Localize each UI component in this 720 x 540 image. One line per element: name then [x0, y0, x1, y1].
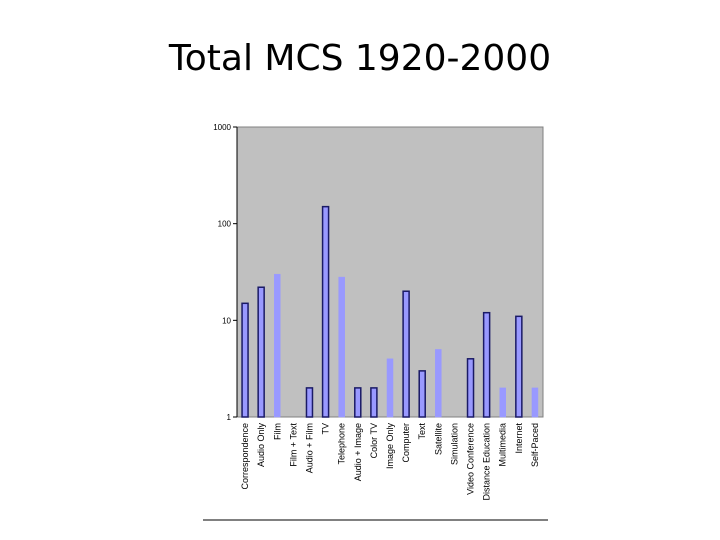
x-category-label: Satellite	[433, 423, 443, 455]
bar	[435, 349, 442, 418]
bar	[482, 311, 491, 418]
x-category-label: Video Conference	[466, 423, 476, 495]
bar	[499, 387, 506, 418]
x-category-label: Telephone	[337, 423, 347, 465]
bar	[305, 387, 314, 418]
x-category-label: Simulation	[449, 423, 459, 465]
x-category-label: Computer	[401, 423, 411, 463]
x-category-label: Film + Text	[288, 423, 298, 467]
x-category-label: Text	[417, 423, 427, 440]
y-tick-label: 10	[222, 316, 231, 325]
x-category-label: Color TV	[369, 423, 379, 458]
bar	[370, 387, 378, 418]
bar	[354, 387, 362, 418]
bar	[386, 358, 394, 418]
bar	[402, 290, 410, 418]
bar	[257, 286, 265, 418]
x-category-label: Correspondence	[240, 423, 250, 490]
x-category-label: Audio Only	[256, 423, 266, 468]
bar	[241, 302, 249, 418]
x-category-label: Film	[272, 423, 282, 440]
x-category-label: Multimedia	[498, 423, 508, 467]
y-tick-label: 100	[218, 220, 232, 229]
bar	[531, 387, 539, 418]
bar	[515, 315, 523, 418]
x-category-label: Internet	[514, 423, 524, 454]
slide-title: Total MCS 1920-2000	[168, 38, 552, 79]
y-tick-label: 1	[227, 413, 232, 422]
bar	[418, 370, 426, 418]
bar	[321, 205, 330, 418]
bar	[338, 276, 345, 418]
x-category-label: Self-Paced	[530, 423, 540, 467]
bar	[274, 273, 281, 418]
y-tick-label: 1000	[213, 123, 231, 132]
x-category-label: Distance Education	[482, 423, 492, 501]
x-category-label: Audio + Film	[304, 423, 314, 473]
x-category-label: TV	[321, 423, 331, 435]
x-category-label: Image Only	[385, 423, 395, 470]
x-category-label: Audio + Image	[353, 423, 363, 481]
bar	[466, 358, 475, 418]
